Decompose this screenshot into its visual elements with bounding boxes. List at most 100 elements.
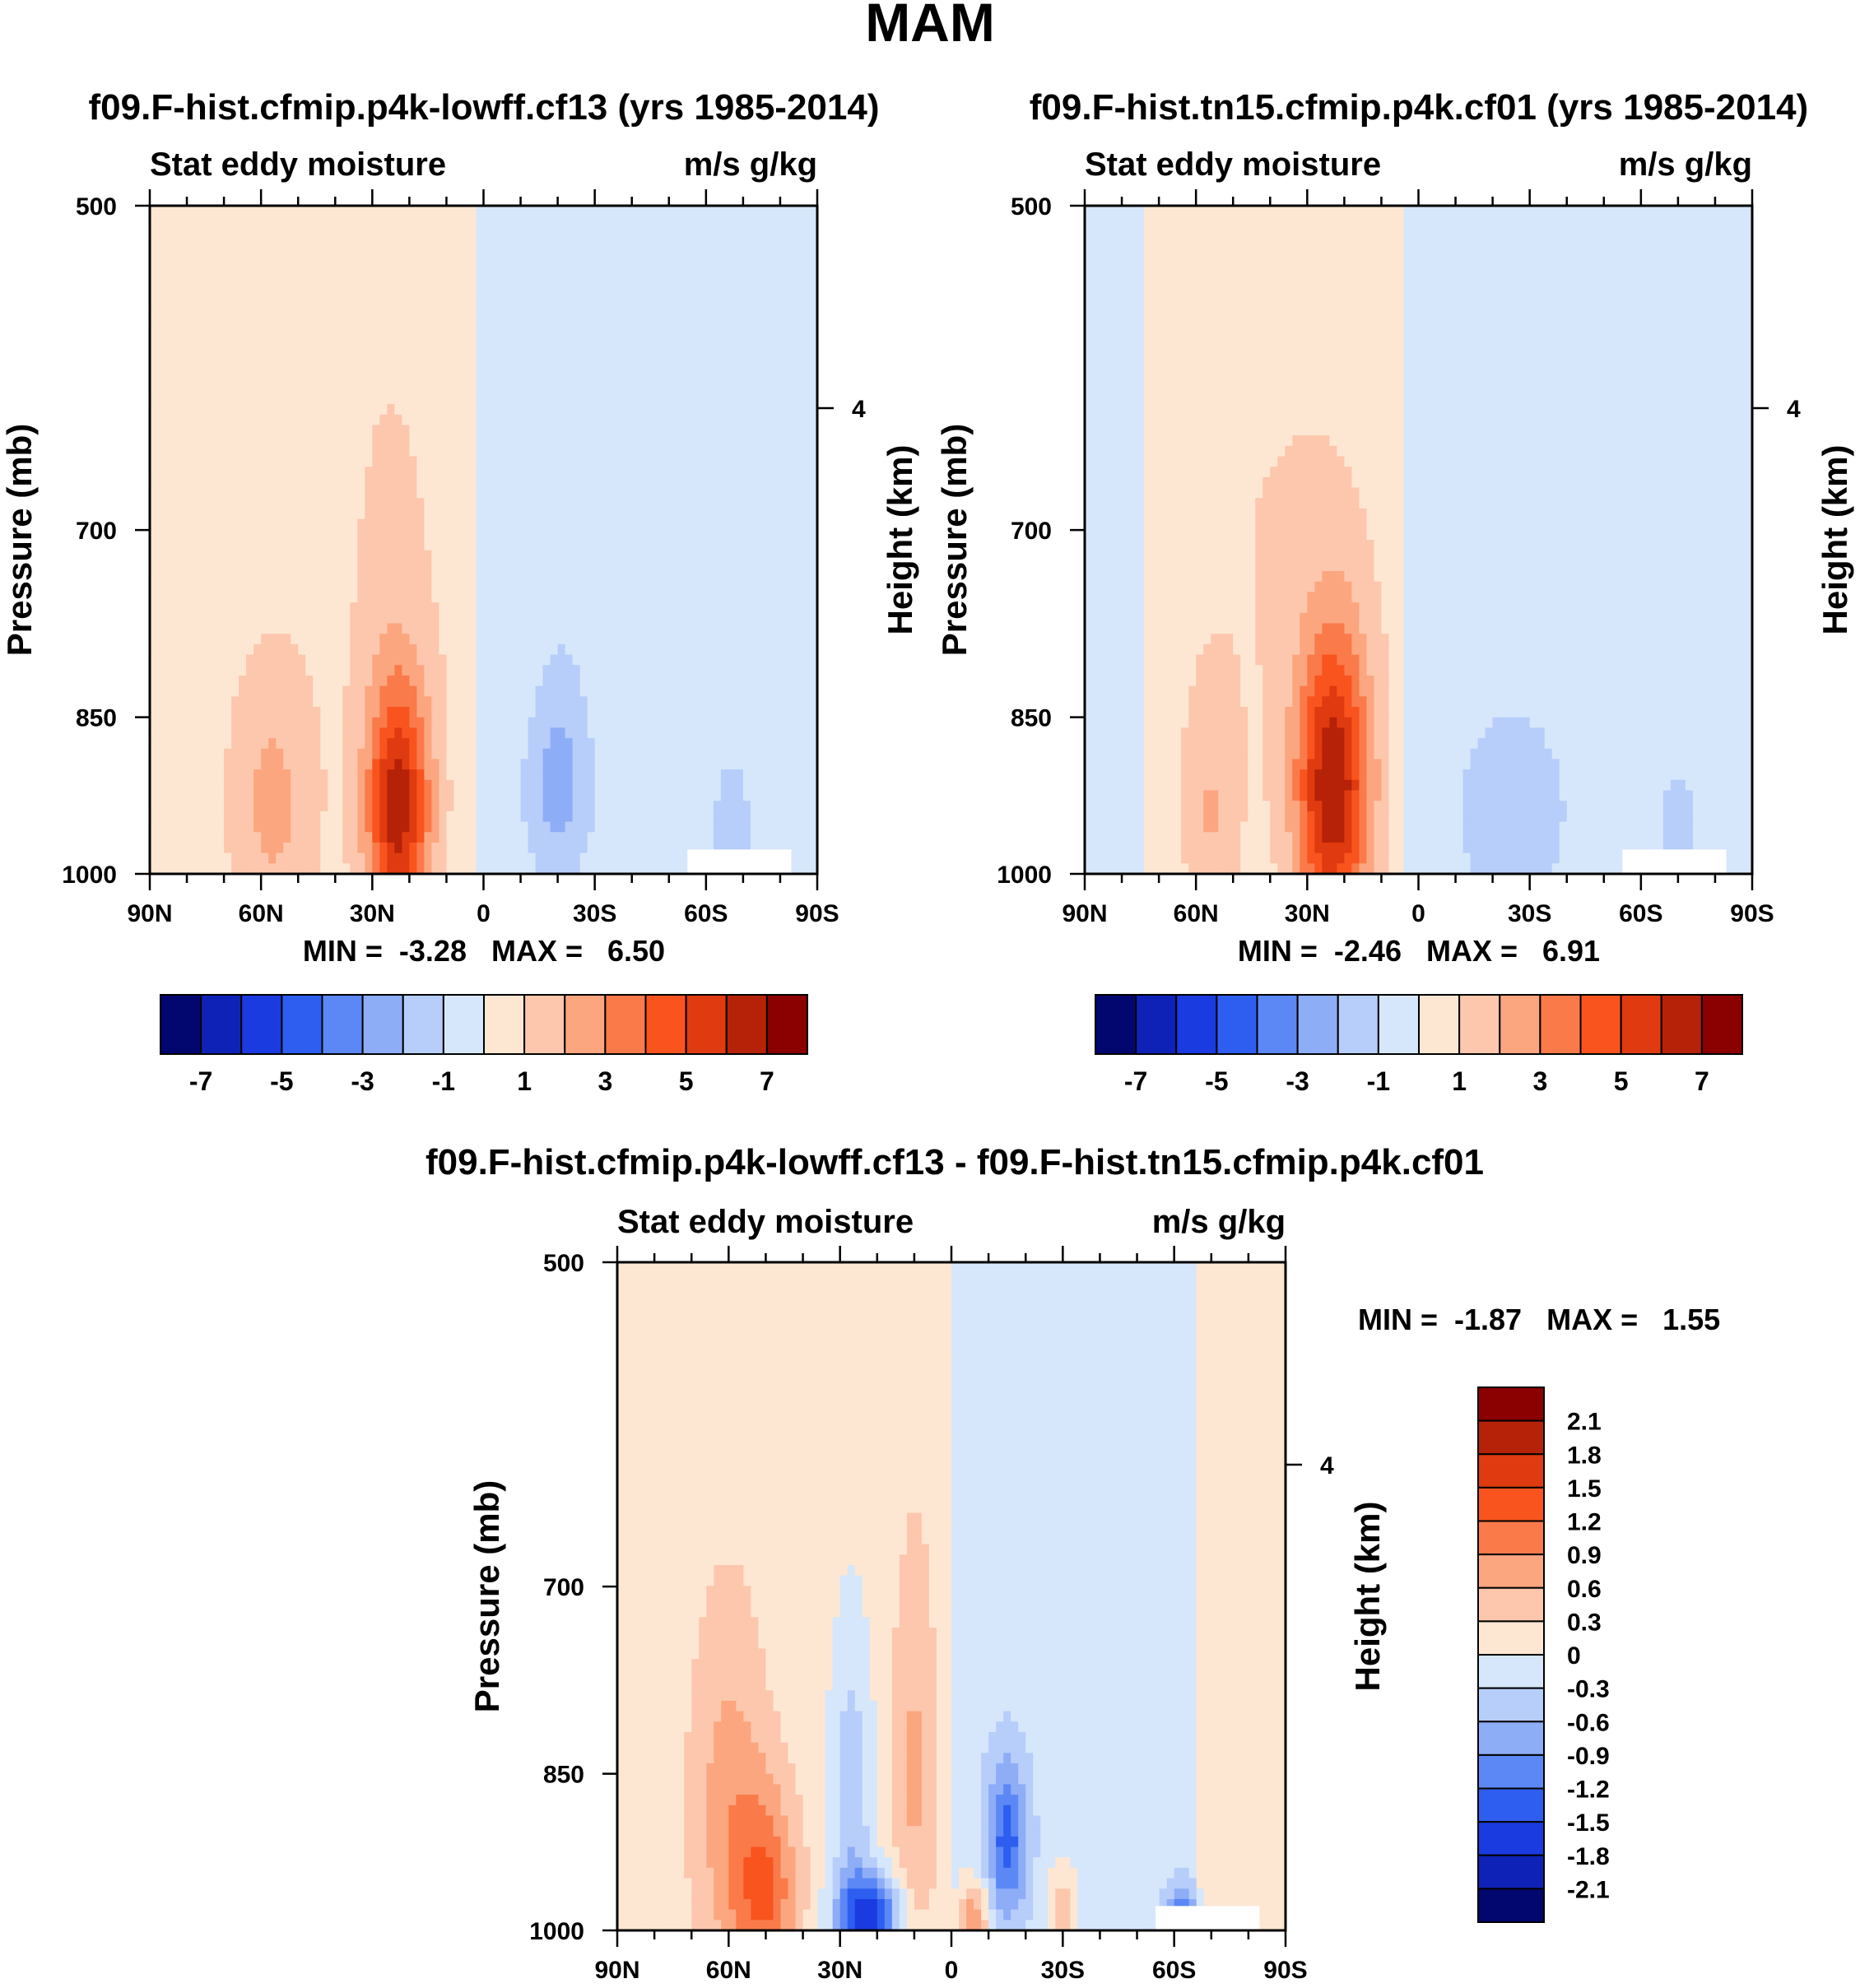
field-cell [757,717,766,728]
field-cell [335,769,343,781]
field-cell [787,665,796,676]
field-cell [446,602,455,614]
field-cell [505,425,514,436]
field-cell [609,665,618,676]
field-cell [594,351,603,363]
field-cell [439,456,448,467]
field-cell [187,247,195,259]
field-cell [172,289,180,300]
field-cell [446,226,455,238]
field-cell [202,540,210,551]
field-cell [402,707,410,718]
field-cell [291,550,299,561]
field-cell [528,550,537,561]
field-cell [483,216,492,227]
field-cell [357,414,365,426]
field-cell [224,685,232,697]
field-cell [624,258,633,269]
field-cell [602,696,611,708]
field-cell [691,226,700,238]
field-cell [668,685,677,697]
field-cell [328,540,336,551]
field-cell [513,206,522,217]
field-cell [313,654,321,666]
field-cell [616,258,625,269]
field-cell [209,476,217,489]
field-cell [313,560,321,572]
field-cell [520,529,529,541]
field-cell [505,300,514,311]
field-cell [513,258,522,269]
field-cell [505,571,514,583]
field-cell [646,362,655,374]
field-cell [750,623,759,634]
field-cell [409,654,417,666]
field-cell [224,738,232,750]
field-cell [431,320,440,332]
field-cell [587,320,596,332]
field-cell [276,268,284,280]
field-cell [765,717,774,728]
field-cell [520,435,529,447]
field-cell [402,467,410,478]
field-cell [209,226,217,238]
field-cell [505,643,514,656]
field-cell [713,654,722,666]
field-cell [409,362,417,374]
field-cell [453,404,463,416]
field-cell [253,643,262,656]
field-cell [342,226,351,238]
field-cell [742,643,751,656]
field-cell [305,518,314,530]
field-cell [387,393,395,405]
field-cell [653,498,663,509]
field-cell [668,320,677,332]
field-cell [616,529,625,541]
field-cell [550,414,559,426]
field-cell [572,237,581,248]
field-cell [765,696,774,708]
field-cell [313,623,321,634]
field-cell [335,779,343,792]
field-cell [431,331,440,342]
field-cell [616,456,625,467]
field-cell [328,341,336,353]
field-cell [787,612,796,625]
field-cell [557,498,566,509]
field-cell [268,654,277,666]
field-cell [150,320,158,332]
field-cell [742,769,751,781]
field-cell [653,268,663,280]
field-cell [150,435,158,447]
field-cell [283,320,291,332]
field-cell [705,373,714,384]
field-cell [616,300,625,311]
field-cell [328,351,336,363]
field-cell [505,258,514,269]
field-cell [498,634,507,645]
field-cell [779,351,788,363]
field-cell [305,643,314,656]
field-cell [713,685,722,697]
field-cell [342,748,351,760]
field-cell [246,707,254,718]
field-cell [202,206,210,217]
field-cell [779,634,788,645]
field-cell [698,445,707,458]
field-cell [572,445,581,458]
field-cell [298,268,306,280]
field-cell [350,727,358,739]
field-cell [424,414,433,426]
field-cell [579,696,588,708]
field-cell [379,602,388,614]
field-cell [587,707,596,718]
field-cell [424,320,433,332]
field-cell [357,476,365,489]
field-cell [291,738,299,750]
field-cell [283,508,291,520]
field-cell [291,341,299,353]
field-cell [409,581,417,593]
field-cell [535,445,544,458]
field-cell [691,237,700,248]
field-cell [402,487,410,499]
